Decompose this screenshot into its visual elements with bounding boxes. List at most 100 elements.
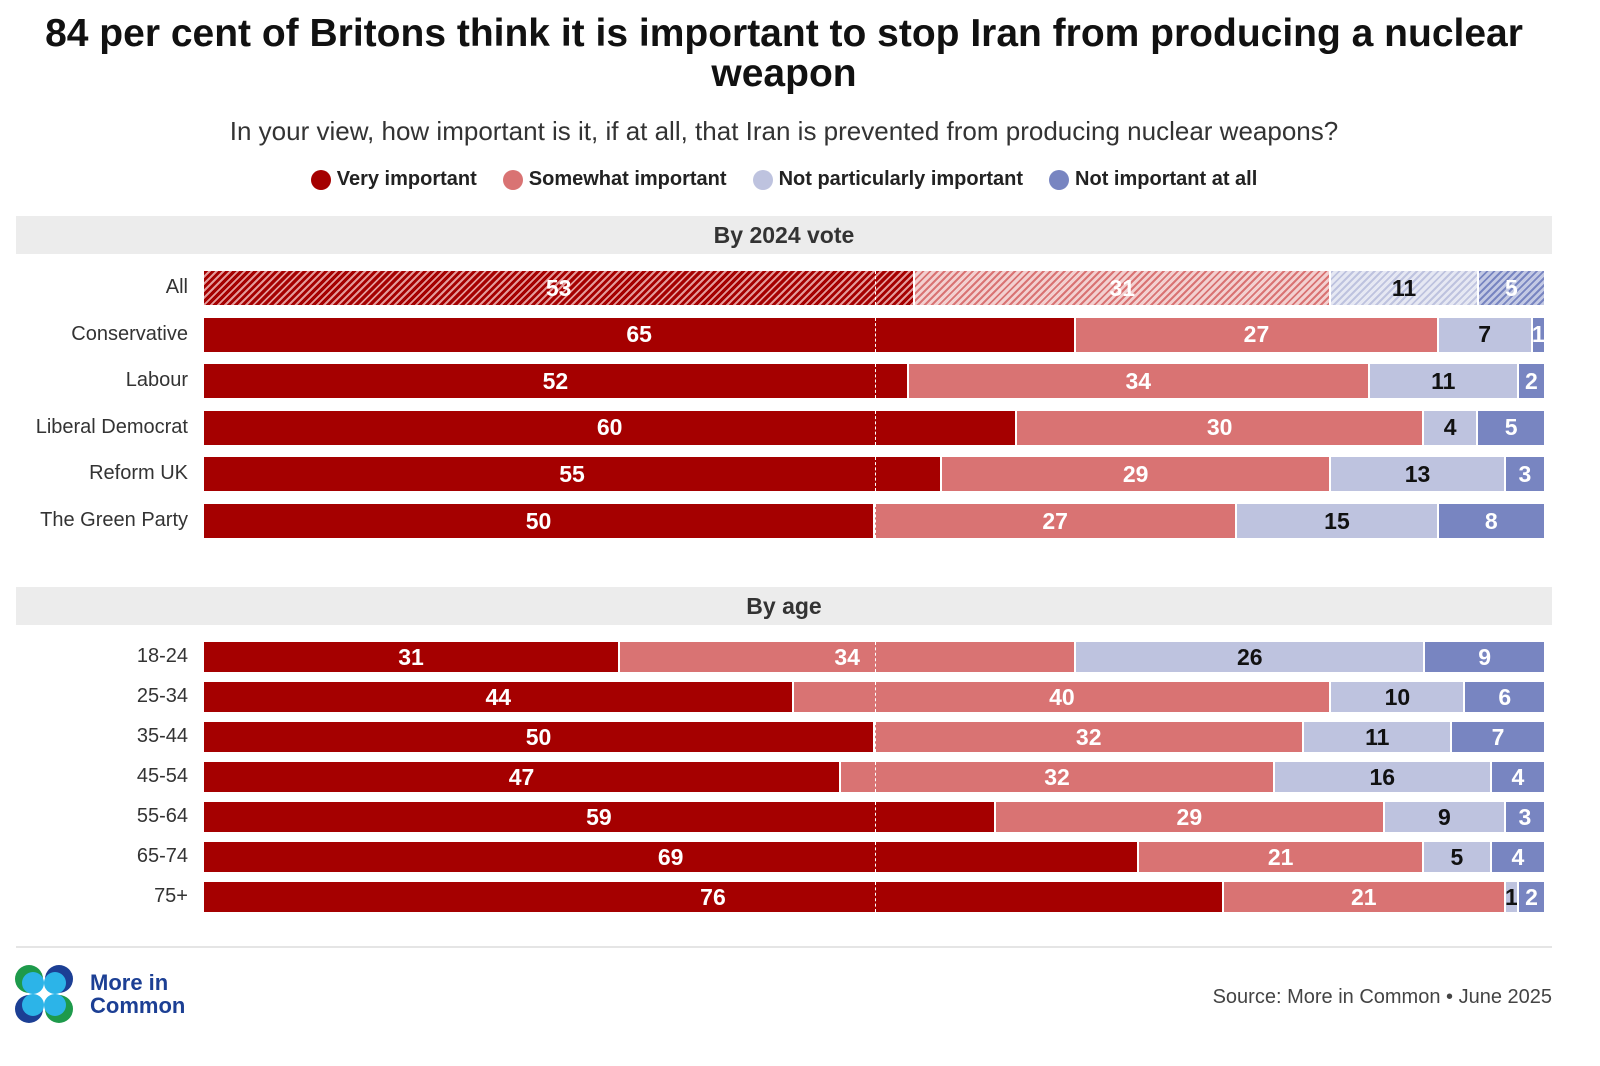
- bar-segment-not-particularly-important: 10: [1331, 682, 1466, 712]
- bar-segment-not-particularly-important: 11: [1304, 722, 1453, 752]
- bar-segment-not-important-at-all: 3: [1505, 802, 1546, 832]
- bar-segment-somewhat-important: 27: [1076, 317, 1439, 352]
- data-label: 65: [626, 321, 652, 348]
- data-label: 11: [1365, 723, 1390, 750]
- bar-segment-not-important-at-all: 7: [1452, 722, 1546, 752]
- legend-label: Very important: [336, 168, 477, 190]
- row-label: 65-74: [136, 845, 188, 867]
- chart-subtitle: In your view, how important is it, if at…: [229, 116, 1339, 146]
- data-label: 32: [1044, 763, 1070, 790]
- bar-segment-very-important: 55: [204, 457, 943, 492]
- bar-segment-somewhat-important: 31: [915, 271, 1332, 305]
- bar-segment-somewhat-important: 29: [995, 802, 1385, 832]
- data-label: 15: [1324, 507, 1350, 534]
- data-label: 60: [596, 414, 623, 441]
- data-label: 3: [1518, 460, 1532, 487]
- source-note: Source: More in Common • June 2025: [1212, 986, 1552, 1008]
- bar-segment-somewhat-important: 32: [841, 762, 1275, 792]
- reference-line-50: [875, 882, 876, 912]
- data-label: 1: [1505, 883, 1518, 910]
- bar-segment-very-important: 53: [204, 271, 916, 305]
- data-label: 13: [1404, 460, 1431, 487]
- bar-segment-not-particularly-important: 13: [1331, 457, 1506, 492]
- row-label: The Green Party: [40, 509, 188, 531]
- bar-segment-somewhat-important: 21: [1139, 842, 1424, 872]
- data-label: 34: [834, 643, 860, 670]
- bar-segment-somewhat-important: 34: [908, 364, 1370, 399]
- data-label: 50: [525, 723, 552, 750]
- legend-item: Not important at all: [1049, 168, 1257, 191]
- data-label: 4: [1511, 843, 1525, 870]
- data-label: 26: [1236, 643, 1263, 670]
- bar-segment-somewhat-important: 21: [1223, 882, 1506, 912]
- data-label: 53: [545, 274, 572, 301]
- bar-segment-not-particularly-important: 16: [1274, 762, 1492, 792]
- data-label: 5: [1505, 274, 1518, 301]
- data-label: 4: [1443, 414, 1457, 441]
- data-label: 29: [1122, 460, 1149, 487]
- reference-line-50: [875, 317, 876, 352]
- bar-segment-not-important-at-all: 2: [1518, 364, 1546, 399]
- bar-segment-somewhat-important: 34: [620, 642, 1077, 672]
- row-label: 75+: [154, 885, 188, 907]
- bar-segment-very-important: 50: [204, 504, 875, 538]
- bar-segment-not-particularly-important: 5: [1424, 842, 1492, 872]
- data-label: 8: [1484, 507, 1498, 534]
- bar-segment-not-particularly-important: 15: [1237, 504, 1439, 538]
- bar-segment-very-important: 69: [204, 842, 1140, 872]
- data-label: 5: [1450, 843, 1464, 870]
- bar-segment-not-important-at-all: 8: [1438, 504, 1546, 538]
- bar-segment-not-particularly-important: 4: [1424, 410, 1479, 445]
- reference-line-50: [875, 802, 876, 832]
- data-label: 52: [542, 367, 569, 394]
- data-label: 69: [657, 843, 684, 870]
- legend-label: Somewhat important: [528, 168, 727, 190]
- data-label: 32: [1075, 723, 1102, 750]
- legend-item: Somewhat important: [502, 168, 727, 191]
- data-label: 31: [398, 643, 424, 670]
- row-label: Liberal Democrat: [35, 415, 188, 438]
- row-label: 35-44: [136, 725, 188, 747]
- legend-swatch: [310, 169, 331, 190]
- data-label: 29: [1176, 803, 1203, 830]
- row-label: 18-24: [136, 645, 188, 667]
- logo-text-line1: More in: [90, 970, 169, 995]
- data-label: 5: [1504, 414, 1518, 441]
- row-label: Labour: [125, 369, 188, 392]
- data-label: 21: [1267, 843, 1294, 870]
- bar-segment-not-particularly-important: 1: [1505, 882, 1520, 912]
- data-label: 50: [525, 507, 552, 534]
- bar-segment-very-important: 60: [204, 410, 1018, 445]
- data-label: 6: [1498, 683, 1512, 710]
- footer-divider: [16, 946, 1552, 948]
- data-label: 7: [1491, 723, 1505, 750]
- row-label: 45-54: [136, 765, 188, 787]
- bar-segment-not-important-at-all: 4: [1491, 842, 1546, 872]
- row-label: Reform UK: [89, 462, 188, 485]
- data-label: 1: [1532, 321, 1545, 348]
- section-header: By age: [16, 587, 1552, 625]
- reference-line-50: [875, 504, 876, 538]
- bar-segment-very-important: 65: [204, 317, 1077, 352]
- data-label: 31: [1109, 274, 1136, 301]
- reference-line-50: [875, 642, 876, 672]
- bar-segment-very-important: 31: [204, 642, 621, 672]
- bar-segment-not-particularly-important: 11: [1369, 364, 1519, 399]
- more-in-common-logo: More in Common: [14, 964, 185, 1024]
- data-label: 3: [1518, 803, 1532, 830]
- bar-segment-somewhat-important: 29: [942, 457, 1332, 492]
- data-label: 30: [1206, 414, 1233, 441]
- data-label: 59: [586, 803, 612, 830]
- reference-line-50: [875, 682, 876, 712]
- bar-segment-not-important-at-all: 5: [1478, 410, 1546, 445]
- reference-line-50: [875, 722, 876, 752]
- reference-line-50: [875, 762, 876, 792]
- legend-swatch: [502, 169, 523, 190]
- legend: Very important Somewhat important Not part…: [0, 168, 1568, 191]
- data-label: 2: [1525, 367, 1538, 394]
- data-label: 11: [1391, 274, 1417, 301]
- data-label: 76: [700, 883, 726, 910]
- data-label: 16: [1369, 763, 1396, 790]
- bar-segment-not-important-at-all: 5: [1478, 271, 1546, 305]
- bar-segment-very-important: 47: [204, 762, 842, 792]
